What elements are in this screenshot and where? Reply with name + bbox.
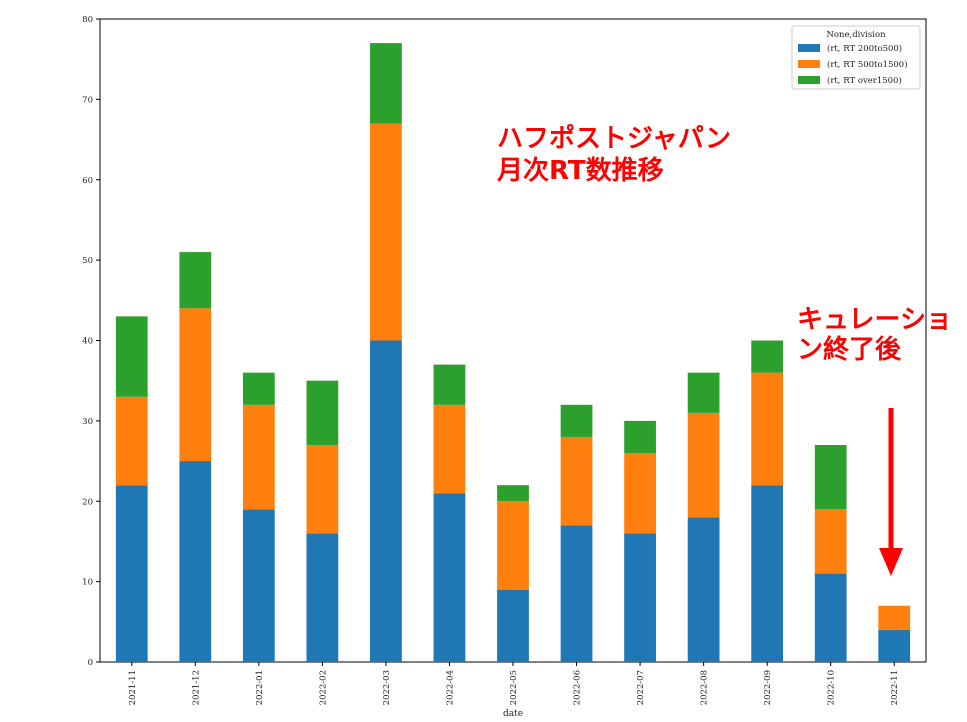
bar-2021-12-series-0 (179, 461, 212, 662)
y-tick-label: 70 (82, 95, 93, 105)
annotation-title-line2: 月次RT数推移 (496, 156, 664, 186)
curation-end-annotation: キュレーショ ン終了後 (797, 305, 952, 365)
bar-2021-12-series-1 (179, 308, 212, 462)
bar-2022-02-series-1 (306, 444, 339, 534)
x-tick-label: 2022-07 (636, 670, 646, 705)
x-axis-title: date (503, 709, 523, 719)
bar-2022-07-series-2 (624, 420, 656, 454)
bar-2022-07-series-0 (624, 533, 656, 662)
legend-label: (rt, RT over1500) (827, 75, 902, 86)
x-tick-label: 2022-03 (382, 670, 392, 705)
x-tick-label: 2022-05 (509, 670, 519, 705)
x-tick-label: 2021-12 (191, 670, 201, 705)
bar-2022-03-series-2 (370, 43, 402, 124)
legend-title: None,division (826, 30, 886, 40)
x-tick-label: 2022-11 (890, 670, 900, 705)
bar-2022-04-series-0 (433, 493, 466, 662)
y-tick-label: 40 (82, 337, 93, 347)
y-tick-label: 50 (82, 256, 93, 266)
bar-2022-09-series-1 (751, 372, 784, 486)
bar-2022-10-series-0 (814, 573, 847, 662)
x-tick-label: 2022-01 (255, 670, 265, 705)
bar-2022-02-series-0 (306, 533, 339, 662)
bar-2022-10-series-1 (814, 509, 847, 574)
bar-2022-11-series-0 (878, 629, 911, 662)
legend: None,division (rt, RT 200to500) (rt, RT 5… (791, 25, 921, 90)
legend-items: (rt, RT 200to500) (rt, RT 500to1500) (rt, … (798, 43, 908, 86)
y-tick-label: 60 (82, 176, 93, 186)
annotation-note-line1: キュレーショ (797, 305, 952, 335)
bar-2022-07-series-1 (624, 453, 656, 534)
x-axis: 2021-11 2021-12 2022-01 2022-02 2022-03 2022-… (128, 662, 900, 705)
y-axis: 0 10 20 30 40 50 60 70 80 (82, 15, 100, 668)
bar-2022-05-series-0 (497, 589, 529, 662)
bars-layer (115, 43, 911, 662)
bar-2022-01-series-0 (242, 509, 275, 662)
bar-2022-10-series-2 (814, 444, 847, 510)
legend-label: (rt, RT 500to1500) (827, 59, 908, 70)
y-tick-label: 30 (82, 417, 93, 427)
legend-swatch (798, 44, 820, 52)
bar-2022-01-series-1 (242, 404, 275, 510)
y-tick-label: 10 (82, 578, 93, 588)
bar-2022-02-series-2 (306, 380, 339, 445)
bar-2021-12-series-2 (179, 252, 212, 309)
x-tick-label: 2022-10 (827, 670, 837, 705)
down-arrow-icon (879, 408, 903, 576)
x-tick-label: 2022-08 (700, 670, 710, 705)
legend-box (791, 25, 921, 90)
bar-2022-03-series-0 (370, 340, 402, 662)
x-tick-label: 2021-11 (128, 670, 138, 705)
bar-2022-03-series-1 (370, 123, 402, 341)
bar-2022-08-series-0 (687, 517, 720, 662)
bar-2021-11-series-2 (115, 316, 148, 397)
bar-2022-06-series-2 (560, 404, 593, 437)
annotation-note-line2: ン終了後 (797, 334, 902, 365)
legend-swatch (798, 76, 820, 84)
bar-2022-08-series-1 (687, 412, 720, 518)
bar-2022-01-series-2 (242, 372, 275, 405)
bar-2022-11-series-1 (878, 605, 911, 630)
bar-2021-11-series-1 (115, 396, 148, 486)
bar-2022-09-series-2 (751, 340, 784, 373)
y-tick-label: 80 (82, 15, 93, 25)
x-tick-label: 2022-04 (445, 670, 455, 705)
bar-2022-05-series-2 (497, 485, 529, 502)
legend-label: (rt, RT 200to500) (827, 43, 902, 54)
bar-2022-04-series-1 (433, 404, 466, 494)
bar-2022-06-series-0 (560, 525, 593, 662)
title-annotation: ハフポストジャパン 月次RT数推移 (496, 123, 731, 186)
bar-2022-08-series-2 (687, 372, 720, 413)
annotation-title-line1: ハフポストジャパン (497, 123, 731, 154)
bar-2022-06-series-1 (560, 436, 593, 526)
x-tick-label: 2022-09 (763, 670, 773, 705)
bar-2022-05-series-1 (497, 501, 529, 590)
bar-2022-04-series-2 (433, 364, 466, 405)
x-tick-label: 2022-02 (318, 670, 328, 705)
x-tick-label: 2022-06 (573, 670, 583, 705)
bar-2021-11-series-0 (115, 485, 148, 662)
bar-2022-09-series-0 (751, 485, 784, 662)
y-tick-label: 20 (82, 497, 93, 507)
legend-swatch (798, 60, 820, 68)
y-tick-label: 0 (88, 658, 93, 668)
